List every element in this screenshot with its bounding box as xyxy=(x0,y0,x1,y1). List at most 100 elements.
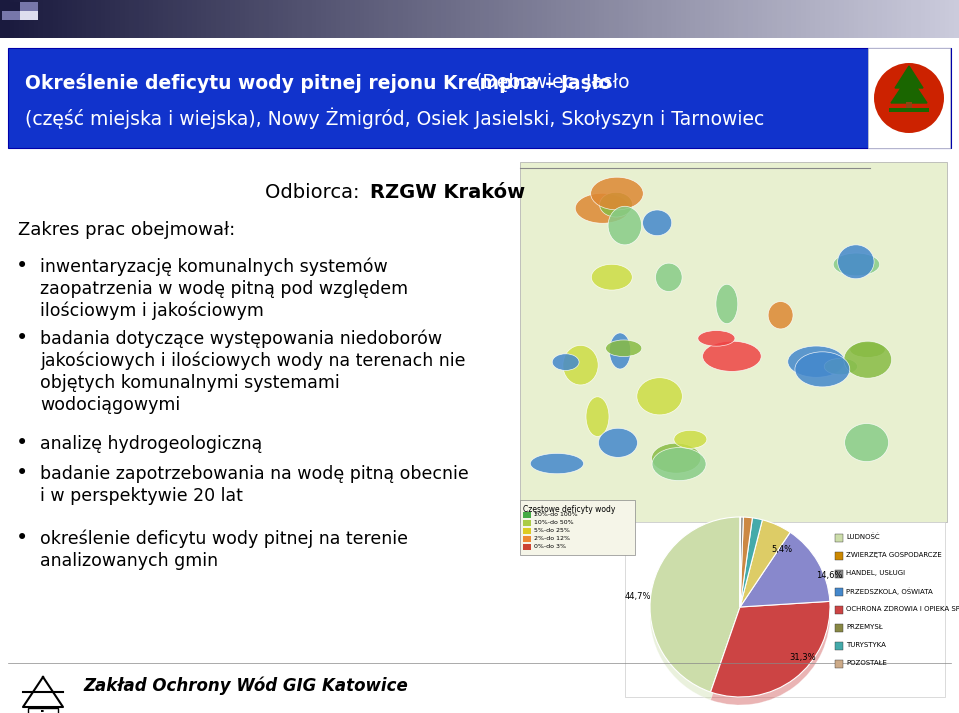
Bar xyxy=(700,0,706,38)
Text: PRZEDSZKOLA, OŚWIATA: PRZEDSZKOLA, OŚWIATA xyxy=(846,588,933,595)
Text: 44,7%: 44,7% xyxy=(624,592,651,601)
Ellipse shape xyxy=(552,354,579,371)
Bar xyxy=(412,0,418,38)
Bar xyxy=(273,0,279,38)
Ellipse shape xyxy=(651,443,701,473)
Bar xyxy=(72,0,78,38)
Bar xyxy=(20,2,38,11)
Ellipse shape xyxy=(575,193,630,223)
Ellipse shape xyxy=(850,342,885,357)
Bar xyxy=(830,0,835,38)
Bar xyxy=(734,0,739,38)
Bar xyxy=(307,0,313,38)
Bar xyxy=(935,0,941,38)
Bar xyxy=(595,0,600,38)
Wedge shape xyxy=(740,517,743,607)
Text: 5,4%: 5,4% xyxy=(772,545,793,554)
Bar xyxy=(451,0,456,38)
Bar xyxy=(835,588,843,596)
Wedge shape xyxy=(740,525,743,615)
Bar xyxy=(825,0,830,38)
Bar xyxy=(432,0,437,38)
Bar xyxy=(527,0,533,38)
Text: 0%-do 3%: 0%-do 3% xyxy=(534,545,566,550)
Bar xyxy=(556,0,562,38)
Bar xyxy=(667,0,672,38)
Bar xyxy=(537,0,543,38)
Bar xyxy=(719,0,725,38)
Bar xyxy=(513,0,519,38)
Bar xyxy=(638,0,643,38)
Ellipse shape xyxy=(716,284,737,324)
Wedge shape xyxy=(740,532,830,607)
Ellipse shape xyxy=(833,253,879,276)
Bar xyxy=(810,0,816,38)
Text: wodociągowymi: wodociągowymi xyxy=(40,396,180,414)
Bar xyxy=(520,162,947,522)
Polygon shape xyxy=(895,66,923,88)
Bar xyxy=(892,0,898,38)
Bar xyxy=(844,0,850,38)
Bar xyxy=(82,0,87,38)
Ellipse shape xyxy=(637,378,683,415)
Bar xyxy=(566,0,572,38)
Bar xyxy=(954,0,959,38)
Bar xyxy=(408,0,413,38)
Ellipse shape xyxy=(674,430,707,448)
Bar xyxy=(125,0,130,38)
Bar xyxy=(302,0,308,38)
Bar xyxy=(86,0,92,38)
Bar xyxy=(364,0,370,38)
Bar xyxy=(609,0,615,38)
Bar xyxy=(889,108,929,112)
Bar xyxy=(187,0,193,38)
Text: Częstowe deficyty wody: Częstowe deficyty wody xyxy=(523,505,616,514)
Bar xyxy=(571,0,576,38)
Bar xyxy=(369,0,375,38)
Ellipse shape xyxy=(592,265,632,290)
Text: określenie deficytu wody pitnej na terenie: określenie deficytu wody pitnej na teren… xyxy=(40,530,408,548)
Bar xyxy=(503,0,509,38)
Bar xyxy=(379,0,385,38)
Bar xyxy=(475,0,480,38)
Bar xyxy=(398,0,404,38)
Bar xyxy=(887,0,893,38)
Bar xyxy=(360,0,365,38)
Bar xyxy=(206,0,212,38)
Bar xyxy=(547,0,552,38)
Text: gig: gig xyxy=(30,710,57,713)
Polygon shape xyxy=(891,76,927,103)
Bar xyxy=(292,0,298,38)
Bar xyxy=(523,520,531,526)
Bar xyxy=(101,0,106,38)
Ellipse shape xyxy=(606,340,642,356)
Bar xyxy=(532,0,538,38)
Bar xyxy=(129,0,135,38)
Bar xyxy=(441,0,447,38)
Bar xyxy=(221,0,226,38)
Bar xyxy=(465,0,471,38)
Bar xyxy=(619,0,624,38)
Bar xyxy=(882,0,888,38)
Bar xyxy=(480,0,485,38)
Bar xyxy=(835,606,843,614)
Bar xyxy=(930,0,936,38)
Bar xyxy=(158,0,164,38)
Ellipse shape xyxy=(844,342,892,378)
Bar xyxy=(259,0,265,38)
Bar xyxy=(139,0,145,38)
Bar xyxy=(91,0,97,38)
Text: ZWIERZĘTA GOSPODARCZE: ZWIERZĘTA GOSPODARCZE xyxy=(846,552,942,558)
Bar xyxy=(835,624,843,632)
Text: •: • xyxy=(16,463,28,483)
Bar xyxy=(575,0,581,38)
Bar xyxy=(38,0,44,38)
Bar xyxy=(854,0,859,38)
Bar xyxy=(388,0,394,38)
Bar xyxy=(873,0,878,38)
Text: OCHRONA ZDROWIA I OPIEKA SPOŁECZNA: OCHRONA ZDROWIA I OPIEKA SPOŁECZNA xyxy=(846,606,959,612)
Bar xyxy=(949,0,955,38)
Ellipse shape xyxy=(656,263,682,292)
Bar xyxy=(921,0,926,38)
Text: badania dotyczące występowania niedoborów: badania dotyczące występowania niedoboró… xyxy=(40,330,442,349)
